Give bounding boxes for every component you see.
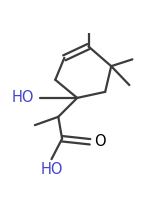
Text: O: O	[95, 134, 106, 149]
Text: HO: HO	[40, 162, 63, 177]
Text: HO: HO	[12, 90, 34, 105]
